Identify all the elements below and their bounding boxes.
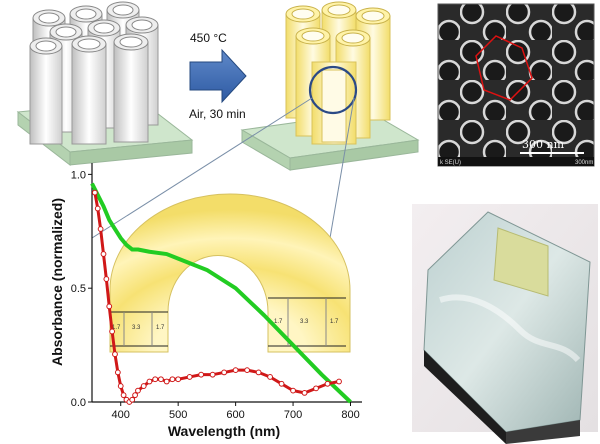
data-point-red [117,383,124,389]
hexagon-overlay [475,35,533,101]
data-point-red [255,369,262,376]
data-point-red [169,376,176,383]
data-point-red [114,369,121,376]
data-point-red [198,371,205,378]
chart-tick-layer: 400 500 600 700 800 0.0 0.5 1.0 [71,169,360,421]
data-point-red [94,205,101,212]
data-point-red [244,367,251,374]
temperature-label: 450 °C [190,31,227,45]
data-point-red [109,328,116,335]
x-tick-label: 500 [169,409,187,421]
data-point-red [146,378,153,385]
sample-photo [412,204,598,444]
data-point-red [97,226,104,232]
condition-label: Air, 30 min [189,107,246,121]
nanotube-array-gray [29,1,159,145]
x-tick-label: 800 [341,409,359,421]
data-point-red [232,367,239,374]
left-wall-dims [110,311,168,347]
ring-cross-section [109,193,351,353]
zoom-line-left [91,97,313,239]
data-point-red [163,378,170,385]
y-axis-label: Absorbance (normalized) [49,198,65,366]
data-point-red [209,371,216,378]
data-point-red [152,376,159,383]
data-point-red [120,392,127,399]
zoom-circle [308,65,358,115]
data-point-red [336,378,342,385]
series-line-green [90,182,352,404]
left-dim-2: 3.3 [132,325,141,331]
left-dim-1: 1.7 [112,325,121,331]
data-point-red [132,392,138,399]
data-point-red [175,376,182,383]
y-tick-label: 0.5 [71,283,86,295]
data-point-red [278,380,285,387]
data-point-red [186,374,193,380]
process-arrow [189,48,247,104]
data-point-red [112,351,118,358]
zoom-line-right [329,97,355,239]
y-tick-label: 1.0 [71,169,86,181]
data-point-red [158,376,164,383]
data-point-red [290,387,296,394]
data-point-red [221,369,228,376]
x-tick-label: 700 [284,409,302,421]
x-axis-label: Wavelength (nm) [168,423,280,439]
data-point-red [129,396,136,403]
data-point-red [324,380,331,387]
nanotube-array-yellow [285,1,391,145]
right-dim-1: 1.7 [274,319,283,325]
x-tick-label: 600 [226,409,244,421]
data-point-red [140,383,147,389]
data-point-red [100,251,107,257]
sem-footer-left: k SE(U) [440,160,461,166]
data-point-red [135,387,141,394]
sem-scale-label: 300 nm [522,138,565,151]
right-dim-3: 1.7 [330,319,339,325]
data-point-red [91,189,98,196]
data-point-red [103,276,110,282]
left-dim-3: 1.7 [156,325,165,331]
x-tick-label: 400 [112,409,130,421]
chart-series-layer [90,182,352,405]
data-point-red [313,385,319,392]
absorbance-chart [91,163,362,403]
data-point-red [267,374,273,380]
data-point-red [301,389,308,396]
yellow-film [493,227,549,297]
right-dim-2: 3.3 [300,319,309,325]
sem-image [437,3,595,167]
data-point-red [106,303,113,310]
y-tick-label: 0.0 [71,397,86,409]
sem-footer-right: 300nm [575,160,593,166]
